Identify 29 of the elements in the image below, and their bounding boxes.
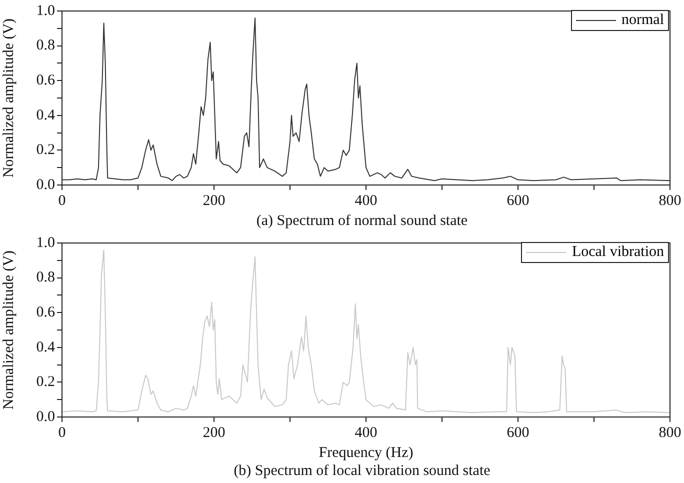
legend-label: normal (622, 12, 664, 29)
x-tick-label: 800 (658, 424, 682, 441)
x-tick-label: 600 (506, 424, 530, 441)
y-tick-label: 0.4 (36, 107, 56, 124)
text: (b) Spectrum of local vibration sound state (232, 462, 492, 481)
x-tick-label: 0 (58, 424, 66, 441)
x-tick-label: 200 (202, 424, 226, 441)
text: (a) Spectrum of normal sound state (255, 212, 469, 231)
y-tick-label: 0.6 (36, 304, 56, 321)
y-tick-label: 0.0 (36, 408, 55, 425)
y-tick-label: 0.0 (36, 176, 55, 193)
x-tick-label: 600 (506, 192, 530, 209)
y-tick-label: 0.2 (36, 374, 55, 390)
x-tick-label: 200 (202, 192, 226, 209)
y-tick-label: 1.0 (36, 2, 55, 19)
x-axis-title: Frequency (Hz) (318, 444, 414, 461)
y-axis-title: Normalized amplitude (V) (0, 18, 17, 178)
y-tick-label: 1.0 (36, 234, 55, 251)
legend-label: Local vibration (572, 244, 664, 261)
y-tick-label: 0.2 (36, 142, 55, 158)
y-tick-label: 0.8 (36, 270, 55, 286)
x-tick-label: 0 (58, 192, 66, 209)
y-tick-label: 0.6 (36, 72, 56, 89)
x-tick-label: 800 (658, 192, 682, 209)
y-tick-label: 0.4 (36, 339, 56, 356)
y-axis-title: Normalized amplitude (V) (0, 250, 17, 410)
x-tick-label: 400 (354, 192, 378, 209)
y-tick-label: 0.8 (36, 38, 55, 54)
x-tick-label: 400 (354, 424, 378, 441)
